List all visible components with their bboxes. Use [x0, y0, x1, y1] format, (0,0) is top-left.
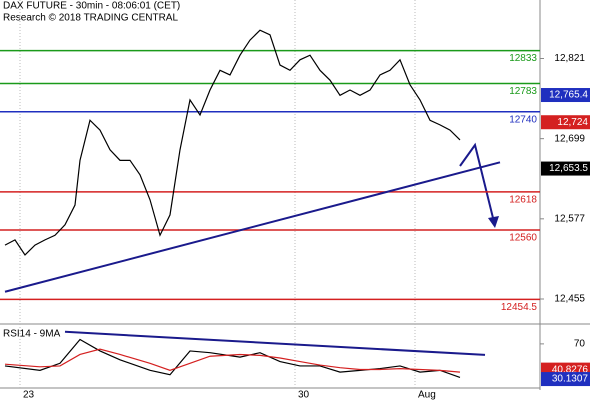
level-label: 12783: [509, 86, 537, 97]
level-label: 12560: [509, 233, 537, 244]
value-marker-label: 12,724: [557, 117, 588, 128]
level-label: 12618: [509, 195, 537, 206]
value-marker: [541, 115, 590, 130]
x-tick-label: 23: [23, 390, 35, 400]
level-label: 12740: [509, 114, 537, 125]
y-tick-label: 12,577: [554, 213, 585, 224]
value-marker-label: 30.1307: [552, 374, 589, 385]
chart-subtitle: Research © 2018 TRADING CENTRAL: [3, 13, 178, 24]
value-marker: [541, 88, 590, 103]
y-tick-label: 12,821: [554, 53, 585, 64]
y-tick-label: 70: [574, 339, 586, 350]
level-label: 12454.5: [501, 302, 538, 313]
x-tick-label: Aug: [418, 390, 436, 400]
value-marker: [541, 372, 590, 387]
level-label: 12833: [509, 53, 537, 64]
chart-title: DAX FUTURE - 30min - 08:06:01 (CET): [3, 1, 180, 12]
value-marker-label: 12,653.5: [549, 163, 588, 174]
value-marker-label: 40.8276: [552, 364, 589, 375]
price-line: [4, 348, 461, 373]
y-tick-label: 12,699: [554, 133, 585, 144]
trendline: [64, 330, 486, 356]
panel-title: RSI14 - 9MA: [3, 329, 61, 340]
trendline: [4, 161, 501, 293]
value-marker-label: 12,765.4: [549, 90, 588, 101]
x-tick-label: 30: [298, 390, 310, 400]
forecast-arrow: [459, 142, 495, 223]
value-marker: [541, 161, 590, 176]
price-line: [4, 29, 461, 256]
y-tick-label: 12,455: [554, 294, 585, 305]
forecast-arrowhead: [488, 216, 499, 228]
